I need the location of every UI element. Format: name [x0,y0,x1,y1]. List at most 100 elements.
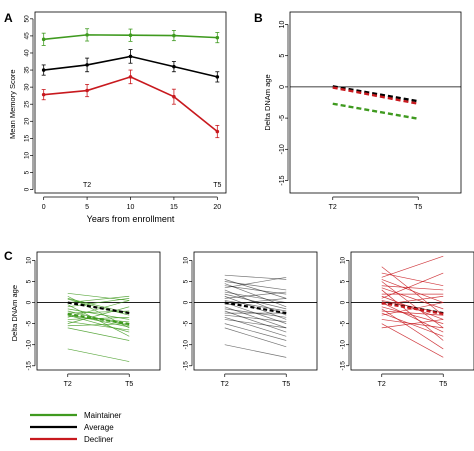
legend-item-maintainer: Maintainer [30,411,122,420]
individual-line [381,300,444,314]
x-tick-label: 0 [42,204,46,211]
y-tick-label: 10 [340,256,347,264]
individual-line [67,348,130,362]
y-tick-label: 0 [26,300,33,304]
y-tick-label: -5 [26,320,33,326]
group-mean-line [381,301,444,316]
panel-c-decliner: -15 -10 -5 0 5 10 T2 T5 [340,251,474,388]
x-tick-label: T2 [221,381,229,388]
plot-frame [289,11,462,194]
individual-line [67,323,130,327]
y-tick-label: -15 [183,361,190,371]
y-tick-label: 50 [24,15,31,23]
y-tick-label: 10 [24,151,31,159]
y-tick-label: 0 [279,85,286,89]
y-tick-label: 0 [183,300,190,304]
individual-line [224,281,287,291]
individual-line [381,312,444,337]
y-tick-label: -10 [26,340,33,350]
data-point [172,94,176,99]
y-axis-title: Delta DNAm age [10,285,19,341]
y-tick-label: 15 [24,134,31,142]
series-decliner [41,69,220,139]
legend-label: Maintainer [84,411,122,420]
individual-line [381,323,444,358]
y-tick-label: -10 [279,144,286,154]
x-tick-label: T5 [414,204,422,211]
y-tick-label: 10 [26,256,33,264]
individual-line [67,295,130,303]
y-tick-label: 5 [183,279,190,283]
y-tick-label: 25 [24,100,31,108]
individual-line [67,298,130,314]
x-tick-label: T2 [329,204,337,211]
data-point [128,75,133,79]
series-average [41,49,220,83]
individual-line [381,255,444,278]
series-average-line [332,85,419,103]
individual-line [381,295,444,320]
x-tick-label: 10 [127,204,135,211]
x-tick-label: T5 [439,381,447,388]
group-mean-line [67,312,130,326]
x-tick-label: T5 [282,381,290,388]
individual-line [224,310,287,333]
data-point [172,64,176,69]
data-point [41,68,46,72]
individual-line [381,302,444,316]
individual-line [224,276,287,289]
data-point [215,129,220,134]
individual-line [224,300,287,312]
individual-line [67,292,130,301]
y-tick-label: 5 [24,170,31,174]
individual-line [224,323,287,341]
legend-item-decliner: Decliner [30,435,114,444]
individual-line [67,310,130,314]
data-point [41,37,46,42]
individual-line [67,314,130,333]
data-point [128,33,133,38]
individual-line [224,319,287,329]
y-tick-label: -15 [279,175,286,185]
individual-line [381,310,444,316]
individual-line [67,316,130,320]
annotation-t2: T2 [83,182,91,189]
individual-line [67,300,130,318]
y-tick-label: 0 [340,300,347,304]
individual-line [67,298,130,308]
panel-c-average: -15 -10 -5 0 5 10 T2 T5 [183,251,318,388]
individual-line [224,344,287,358]
data-point [215,75,220,79]
panel-a: A 0 5 10 15 20 25 30 35 40 45 50 Mean Memory Score 0 5… [4,11,227,224]
y-tick-label: -10 [340,340,347,350]
legend: Maintainer Average Decliner [30,411,122,444]
panel-letter-c: C [4,249,13,263]
panel-letter-a: A [4,11,13,25]
plot-frame [36,251,161,371]
y-tick-label: 45 [24,32,31,40]
plot-frame [193,251,318,371]
individual-line [381,272,444,287]
individual-line [224,314,287,322]
y-tick-label: -10 [183,340,190,350]
x-tick-label: 5 [85,204,89,211]
data-point [85,63,89,67]
y-tick-label: 5 [279,54,286,58]
data-point [41,92,46,97]
series-line [43,76,218,133]
y-axis-title: Mean Memory Score [8,69,17,139]
y-tick-label: -15 [26,361,33,371]
individual-line [381,302,444,333]
individual-line [381,279,444,303]
average-trend-line [67,301,130,315]
series-maintainer [41,28,220,46]
x-tick-label: T5 [125,381,133,388]
individual-line [381,272,444,299]
legend-label: Average [84,423,114,432]
individual-line [224,327,287,348]
y-tick-label: -5 [340,320,347,326]
y-tick-label: 40 [24,49,31,57]
individual-line [381,281,444,329]
data-point [85,33,89,37]
